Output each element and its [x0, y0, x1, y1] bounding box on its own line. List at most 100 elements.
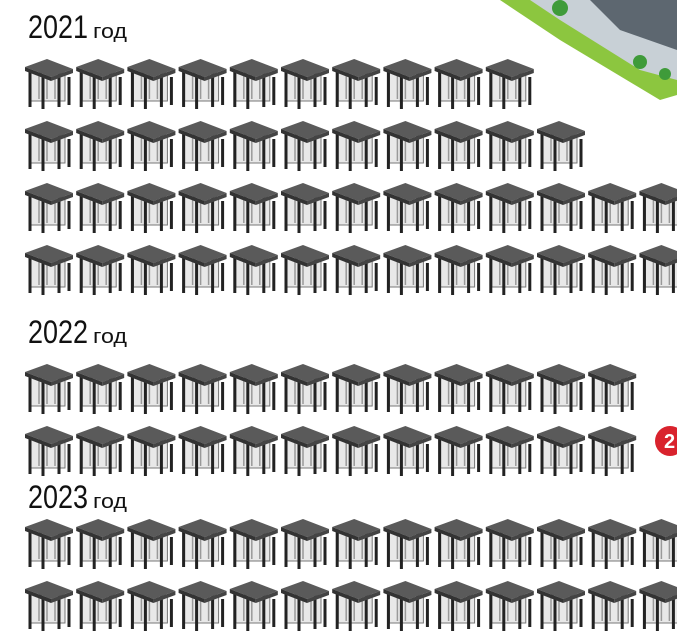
bus-stop-icon — [586, 362, 638, 416]
bus-stop-icon — [177, 119, 229, 173]
bus-stop-icon — [484, 243, 536, 297]
bus-stop-icon — [23, 362, 75, 416]
year-unit: год — [93, 491, 127, 513]
bus-stop-icon — [228, 362, 280, 416]
bus-stop-icon — [177, 243, 229, 297]
bus-stop-icon — [330, 579, 382, 633]
bus-stop-icon — [125, 579, 177, 633]
bus-stop-icon — [330, 243, 382, 297]
year-label: 2022 — [28, 314, 88, 350]
year-section: 2023 год — [23, 479, 677, 633]
bus-stop-icon — [535, 119, 587, 173]
bus-stop-icon — [381, 181, 433, 235]
bus-stop-icon — [381, 517, 433, 571]
bus-stop-icon — [433, 579, 485, 633]
bus-stop-icon — [637, 181, 677, 235]
bus-stop-icon — [228, 181, 280, 235]
bus-stop-icon — [125, 57, 177, 111]
bus-stop-icon — [228, 579, 280, 633]
icon-row — [23, 362, 638, 416]
bus-stop-icon — [125, 517, 177, 571]
bus-stop-icon — [484, 424, 536, 478]
bus-stop-icon — [177, 362, 229, 416]
bus-stop-icon — [484, 119, 536, 173]
bus-stop-icon — [484, 579, 536, 633]
bus-stop-icon — [535, 243, 587, 297]
bus-stop-icon — [381, 362, 433, 416]
bus-stop-icon — [125, 119, 177, 173]
icon-row — [23, 243, 677, 297]
bus-stop-icon — [330, 362, 382, 416]
bus-stop-icon — [74, 119, 126, 173]
bus-stop-icon — [177, 181, 229, 235]
bus-stop-icon — [535, 517, 587, 571]
badge-label: 2 — [664, 431, 675, 453]
bus-stop-icon — [23, 243, 75, 297]
bus-stop-icon — [484, 181, 536, 235]
bus-stop-icon — [279, 424, 331, 478]
bus-stop-icon — [125, 243, 177, 297]
bus-stop-icon — [330, 57, 382, 111]
bus-stop-icon — [381, 57, 433, 111]
year-label: 2023 — [28, 479, 88, 515]
bus-stop-icon — [586, 517, 638, 571]
bus-stop-icon — [484, 57, 536, 111]
bus-stop-icon — [535, 579, 587, 633]
bus-stop-icon — [74, 243, 126, 297]
bus-stop-icon — [279, 579, 331, 633]
bus-stop-icon — [433, 181, 485, 235]
bus-stop-icon — [279, 362, 331, 416]
bus-stop-icon — [23, 517, 75, 571]
icon-row — [23, 57, 536, 111]
bus-stop-icon — [74, 362, 126, 416]
icon-row — [23, 424, 638, 478]
bus-stop-icon — [177, 579, 229, 633]
bus-stop-icon — [279, 119, 331, 173]
bus-stop-icon — [433, 57, 485, 111]
bus-stop-icon — [330, 424, 382, 478]
bus-stop-icon — [381, 424, 433, 478]
bus-stop-icon — [637, 517, 677, 571]
year-section: 2021 год — [23, 9, 677, 297]
bus-stop-icon — [433, 424, 485, 478]
bus-stop-icon — [228, 119, 280, 173]
bus-stop-icon — [586, 181, 638, 235]
bus-stop-icon — [23, 181, 75, 235]
bus-stop-icon — [279, 57, 331, 111]
bus-stop-icon — [586, 424, 638, 478]
bus-stop-icon — [23, 119, 75, 173]
bus-stop-icon — [433, 119, 485, 173]
bus-stop-icon — [433, 362, 485, 416]
bus-stop-icon — [74, 579, 126, 633]
bus-stop-icon — [586, 243, 638, 297]
bus-stop-icon — [23, 579, 75, 633]
bus-stop-icon — [484, 517, 536, 571]
bus-stop-icon — [535, 362, 587, 416]
bus-stop-icon — [125, 424, 177, 478]
bus-stop-icon — [586, 579, 638, 633]
bus-stop-icon — [330, 181, 382, 235]
year-unit: год — [93, 326, 127, 348]
bus-stop-icon — [228, 424, 280, 478]
bus-stop-icon — [228, 243, 280, 297]
bus-stop-icon — [74, 424, 126, 478]
bus-stop-icon — [433, 243, 485, 297]
badge: 2 — [655, 426, 677, 456]
icon-row — [23, 119, 587, 173]
bus-stop-icon — [433, 517, 485, 571]
bus-stop-icon — [125, 181, 177, 235]
bus-stop-icon — [279, 181, 331, 235]
bus-stop-icon — [535, 181, 587, 235]
year-unit: год — [93, 21, 127, 43]
bus-stop-icon — [177, 517, 229, 571]
bus-stop-icon — [74, 57, 126, 111]
year-label: 2021 — [28, 9, 88, 45]
bus-stop-icon — [74, 181, 126, 235]
icon-row — [23, 181, 677, 235]
bus-stop-icon — [125, 362, 177, 416]
bus-stop-icon — [279, 243, 331, 297]
bus-stop-icon — [177, 424, 229, 478]
bus-stop-icon — [637, 243, 677, 297]
bus-stop-icon — [330, 517, 382, 571]
